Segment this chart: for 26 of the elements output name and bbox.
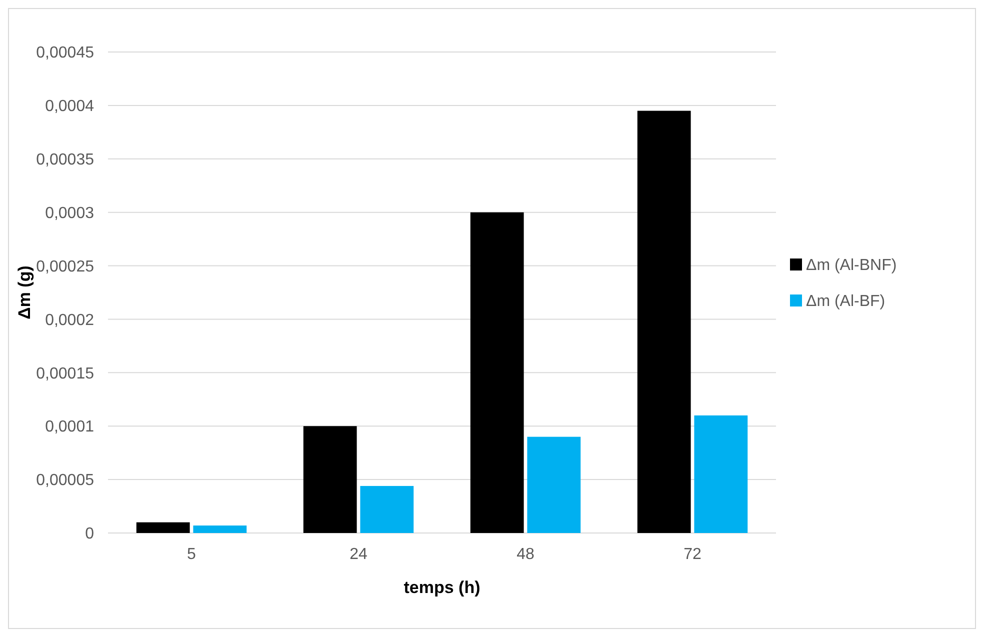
x-tick-label: 24 [350,546,368,563]
bar [136,522,190,533]
x-tick-label: 5 [187,546,196,563]
y-tick-label: 0,0001 [45,418,94,436]
y-tick-label: 0 [85,526,94,543]
y-tick-label: 0,0003 [45,204,94,222]
bar [360,486,414,533]
legend-label: Δm (Al-BF) [806,293,886,310]
bar [637,110,691,533]
legend-label: Δm (Al-BNF) [806,257,897,274]
y-tick-label: 0,00015 [36,365,94,382]
bar [303,426,357,533]
y-tick-label: 0,00005 [36,472,94,490]
bar [470,212,524,533]
bar [527,436,581,533]
x-tick-label: 48 [516,546,534,563]
y-tick-label: 0,0004 [45,98,94,116]
x-axis-title: temps (h) [404,578,480,597]
y-axis-title: Δm (g) [15,266,34,320]
y-tick-label: 0,00045 [36,44,94,62]
bar [694,415,748,533]
y-tick-label: 0,0002 [45,312,94,329]
x-tick-label: 72 [684,546,702,563]
y-tick-label: 0,00035 [36,151,94,168]
bar [193,526,247,533]
y-tick-label: 0,00025 [36,258,94,276]
